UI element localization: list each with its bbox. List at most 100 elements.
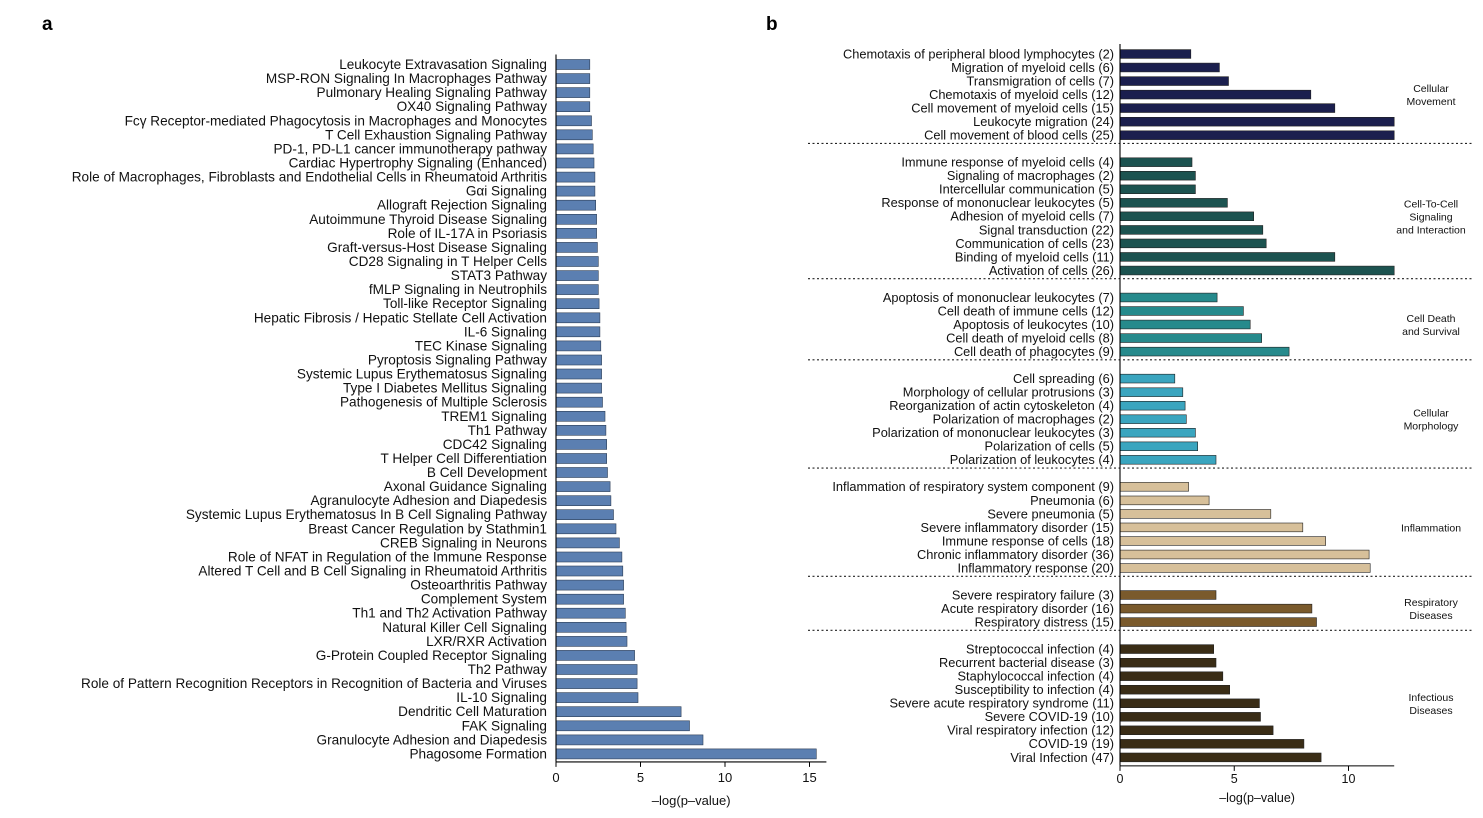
category-label: Susceptibility to infection (4) — [955, 682, 1114, 697]
bar — [1119, 414, 1187, 424]
bar — [555, 354, 602, 366]
bar — [1119, 171, 1196, 181]
bar — [1119, 684, 1230, 695]
bar — [1119, 509, 1272, 519]
category-label: Cell death of phagocytes (9) — [954, 344, 1114, 359]
bar — [1119, 549, 1370, 560]
category-label: LXR/RXR Activation — [426, 634, 547, 649]
category-label: fMLP Signaling in Neutrophils — [369, 282, 547, 297]
bar — [555, 621, 627, 633]
category-label: Staphylococcal infection (4) — [958, 669, 1115, 684]
bar — [1119, 238, 1267, 249]
bar — [555, 467, 608, 478]
group-label: and Interaction — [1396, 224, 1466, 236]
bar — [1119, 265, 1395, 276]
category-label: Intercellular communication (5) — [939, 182, 1114, 197]
category-label: Migration of myeloid cells (6) — [951, 60, 1114, 75]
bar — [1119, 752, 1322, 763]
category-label: Severe acute respiratory syndrome (11) — [889, 696, 1114, 711]
x-axis-title: –log(p–value) — [652, 793, 731, 808]
bar — [555, 579, 624, 591]
category-label: Pathogenesis of Multiple Sclerosis — [340, 395, 547, 410]
category-label: CDC42 Signaling — [443, 437, 547, 452]
bar — [555, 439, 608, 450]
category-label: Pyroptosis Signaling Pathway — [368, 353, 547, 368]
bar — [555, 326, 601, 338]
bar — [555, 565, 624, 577]
group-label: Cellular — [1413, 408, 1449, 420]
bar — [555, 636, 628, 647]
category-label: Phagosome Formation — [409, 746, 547, 761]
category-label: STAT3 Pathway — [451, 268, 547, 283]
category-label: Communication of cells (23) — [955, 236, 1114, 251]
bar — [1119, 387, 1184, 397]
category-label: Severe pneumonia (5) — [987, 506, 1114, 521]
category-label: Polarization of leukocytes (4) — [950, 452, 1114, 467]
x-tick-label: 5 — [637, 770, 644, 785]
x-tick-label: 0 — [1117, 772, 1124, 786]
bar — [555, 185, 596, 197]
category-label: Binding of myeloid cells (11) — [955, 249, 1114, 264]
category-label: COVID-19 (19) — [1029, 736, 1114, 751]
category-label: Viral respiratory infection (12) — [947, 723, 1114, 738]
bar — [555, 340, 602, 352]
bar — [1119, 590, 1217, 600]
group-label: Diseases — [1409, 705, 1452, 717]
bar — [1119, 603, 1313, 614]
bar — [555, 73, 591, 84]
category-label: MSP-RON Signaling In Macrophages Pathway — [266, 71, 547, 86]
bar — [1119, 441, 1198, 451]
category-label: Polarization of macrophages (2) — [933, 412, 1114, 427]
category-label: T Cell Exhaustion Signaling Pathway — [325, 127, 547, 142]
bar — [555, 143, 594, 155]
category-label: Systemic Lupus Erythematosus In B Cell S… — [186, 507, 547, 522]
category-label: Systemic Lupus Erythematosus Signaling — [297, 367, 547, 382]
bar — [555, 537, 620, 549]
category-label: Pneumonia (6) — [1030, 493, 1114, 508]
category-label: Inflammation of respiratory system compo… — [832, 479, 1114, 494]
category-label: Role of IL-17A in Psoriasis — [388, 226, 548, 241]
bar — [555, 453, 608, 464]
category-label: T Helper Cell Differentiation — [381, 451, 547, 466]
bar — [1119, 671, 1224, 681]
bar — [555, 101, 591, 112]
category-label: Signaling of macrophages (2) — [947, 168, 1114, 183]
bar — [1119, 49, 1192, 59]
category-label: Morphology of cellular protrusions (3) — [903, 385, 1114, 400]
bar — [555, 734, 704, 746]
category-label: Altered T Cell and B Cell Signaling in R… — [198, 564, 547, 579]
group-label: Diseases — [1409, 610, 1452, 622]
category-label: Response of mononuclear leukocytes (5) — [881, 195, 1114, 210]
bar — [555, 607, 626, 619]
bar — [1119, 130, 1395, 140]
bar — [555, 664, 638, 675]
x-tick-label: 10 — [718, 770, 732, 785]
category-label: Activation of cells (26) — [989, 263, 1114, 278]
group-label: Signaling — [1409, 211, 1452, 223]
group-label: Cell-To-Cell — [1404, 198, 1458, 210]
bar — [1119, 536, 1326, 546]
bar — [1119, 62, 1220, 73]
category-label: Severe inflammatory disorder (15) — [921, 520, 1114, 535]
x-tick-label: 15 — [802, 770, 816, 785]
bar — [555, 593, 624, 605]
bar — [1119, 427, 1196, 438]
bar — [555, 706, 682, 718]
category-label: Axonal Guidance Signaling — [384, 479, 547, 494]
x-tick-label: 5 — [1231, 772, 1238, 786]
category-label: Polarization of mononuclear leukocytes (… — [872, 425, 1114, 440]
bar — [555, 748, 817, 760]
bar — [1119, 657, 1217, 668]
category-label: Viral Infection (47) — [1010, 750, 1114, 765]
bar — [1119, 563, 1371, 573]
category-label: Autoimmune Thyroid Disease Signaling — [309, 212, 547, 227]
category-label: Apoptosis of mononuclear leukocytes (7) — [883, 290, 1114, 305]
category-label: Acute respiratory disorder (16) — [941, 601, 1114, 616]
bar — [555, 199, 597, 211]
category-label: Dendritic Cell Maturation — [398, 704, 547, 719]
category-label: Immune response of myeloid cells (4) — [901, 155, 1114, 170]
bar — [1119, 698, 1260, 709]
bar — [1119, 333, 1262, 343]
group-label: Cellular — [1413, 83, 1449, 95]
